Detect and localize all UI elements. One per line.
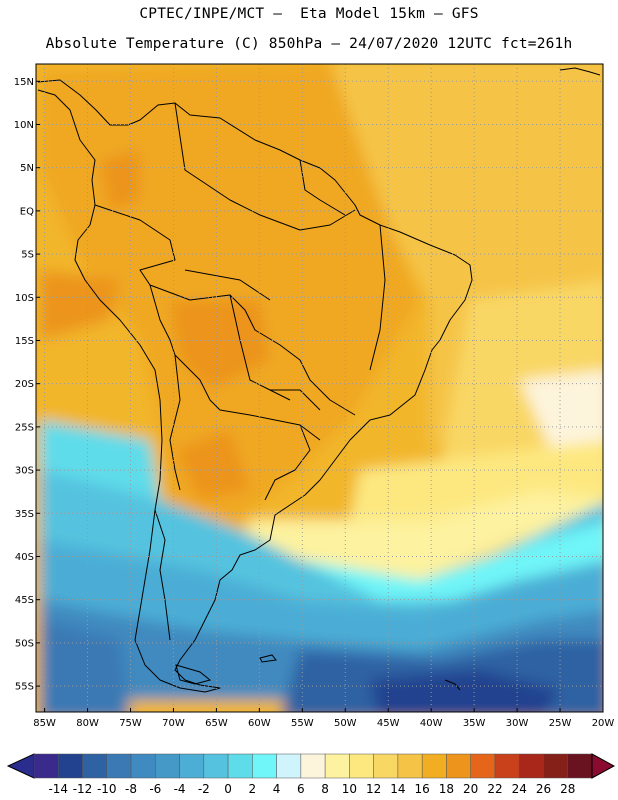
colorbar-swatch <box>567 753 593 779</box>
colorbar-tick-label: 22 <box>487 782 502 796</box>
colorbar-swatch <box>227 753 253 779</box>
chart-title: CPTEC/INPE/MCT – Eta Model 15km – GFS <box>139 6 479 22</box>
lat-label: 20S <box>15 379 34 390</box>
colorbar-swatch <box>470 753 496 779</box>
longitude-labels: 85W 80W 75W 70W 65W 60W 55W 50W 45W 40W 35W 30W 25W 2… <box>33 708 614 729</box>
colorbar-tick-label: 12 <box>366 782 381 796</box>
colorbar-tick-label: -14 <box>48 782 68 796</box>
colorbar-swatch <box>543 753 568 779</box>
colorbar-tick-label: 28 <box>560 782 575 796</box>
colorbar-swatch <box>446 753 471 779</box>
colorbar-tick-label: 16 <box>415 782 430 796</box>
lat-lon-grid <box>36 64 603 712</box>
colorbar-under-arrow <box>6 753 35 779</box>
colorbar-swatch <box>421 753 447 779</box>
colorbar-tick-label: -10 <box>97 782 117 796</box>
lon-label: 60W <box>248 718 271 729</box>
colorbar-swatch <box>276 753 302 779</box>
colorbar-swatch <box>155 753 180 779</box>
lat-label: 30S <box>15 466 34 477</box>
colorbar-tick-label: 18 <box>439 782 454 796</box>
colorbar-swatch <box>58 753 83 779</box>
lon-label: 85W <box>33 718 56 729</box>
colorbar-swatch <box>300 753 326 779</box>
colorbar-tick-label: -8 <box>125 782 137 796</box>
lon-label: 45W <box>377 718 400 729</box>
colorbar-tick-label: 6 <box>297 782 305 796</box>
lat-label: 45S <box>15 595 34 606</box>
colorbar-tick-label: -6 <box>149 782 161 796</box>
lon-label: 25W <box>549 718 572 729</box>
colorbar-swatch <box>518 753 544 779</box>
islands <box>175 67 601 691</box>
colorbar-swatch <box>106 753 132 779</box>
lat-label: 40S <box>15 552 34 563</box>
colorbar-swatch <box>397 753 423 779</box>
lon-label: 80W <box>76 718 99 729</box>
colorbar-tick-label: 24 <box>512 782 527 796</box>
colorbar-tick-label: 14 <box>390 782 405 796</box>
colorbar-tick-label: 4 <box>273 782 281 796</box>
colorbar-swatch <box>373 753 399 779</box>
colorbar-swatch <box>33 753 59 779</box>
lon-label: 70W <box>162 718 185 729</box>
lon-label: 55W <box>291 718 314 729</box>
chart-subtitle: Absolute Temperature (C) 850hPa – 24/07/… <box>45 36 573 52</box>
colorbar-tick-label: 2 <box>249 782 257 796</box>
lat-label: 15S <box>15 336 34 347</box>
lat-label: 50S <box>15 638 34 649</box>
lon-label: 75W <box>119 718 142 729</box>
colorbar-tick-label: 10 <box>342 782 357 796</box>
lon-label: 20W <box>592 718 615 729</box>
colorbar-tick-label: -2 <box>198 782 210 796</box>
lat-label: 15N <box>14 77 34 88</box>
colorbar-swatch <box>130 753 156 779</box>
lat-label: 10N <box>14 120 34 131</box>
lon-label: 40W <box>420 718 443 729</box>
colorbar-tick-label: -4 <box>174 782 186 796</box>
colorbar-swatch <box>494 753 520 779</box>
colorbar-over-arrow <box>591 753 616 779</box>
lat-label: 10S <box>15 293 34 304</box>
map-frame <box>35 63 604 713</box>
lat-label: 35S <box>15 509 34 520</box>
colorbar-tick-label: -12 <box>73 782 93 796</box>
lon-label: 50W <box>334 718 357 729</box>
latitude-labels: 15N 10N 5N EQ 5S 10S 15S 20S 25S 30S 35S 40S 45S 50S 5… <box>14 77 40 693</box>
lat-label: 5N <box>20 163 34 174</box>
colorbar-swatch <box>82 753 108 779</box>
colorbar-swatch <box>203 753 229 779</box>
lat-label: 25S <box>15 422 34 433</box>
colorbar-swatch <box>349 753 374 779</box>
colorbar-swatch <box>179 753 205 779</box>
colorbar-tick-label: 26 <box>536 782 551 796</box>
colorbar-tick-label: 8 <box>321 782 329 796</box>
colorbar-swatch <box>252 753 277 779</box>
colorbar-swatch <box>324 753 350 779</box>
lat-label: EQ <box>20 206 34 217</box>
colorbar-tick-label: 0 <box>224 782 232 796</box>
lat-label: 55S <box>15 682 34 693</box>
lon-label: 65W <box>205 718 228 729</box>
lon-label: 35W <box>463 718 486 729</box>
lon-label: 30W <box>506 718 529 729</box>
colorbar-tick-label: 20 <box>463 782 478 796</box>
lat-label: 5S <box>21 250 34 261</box>
